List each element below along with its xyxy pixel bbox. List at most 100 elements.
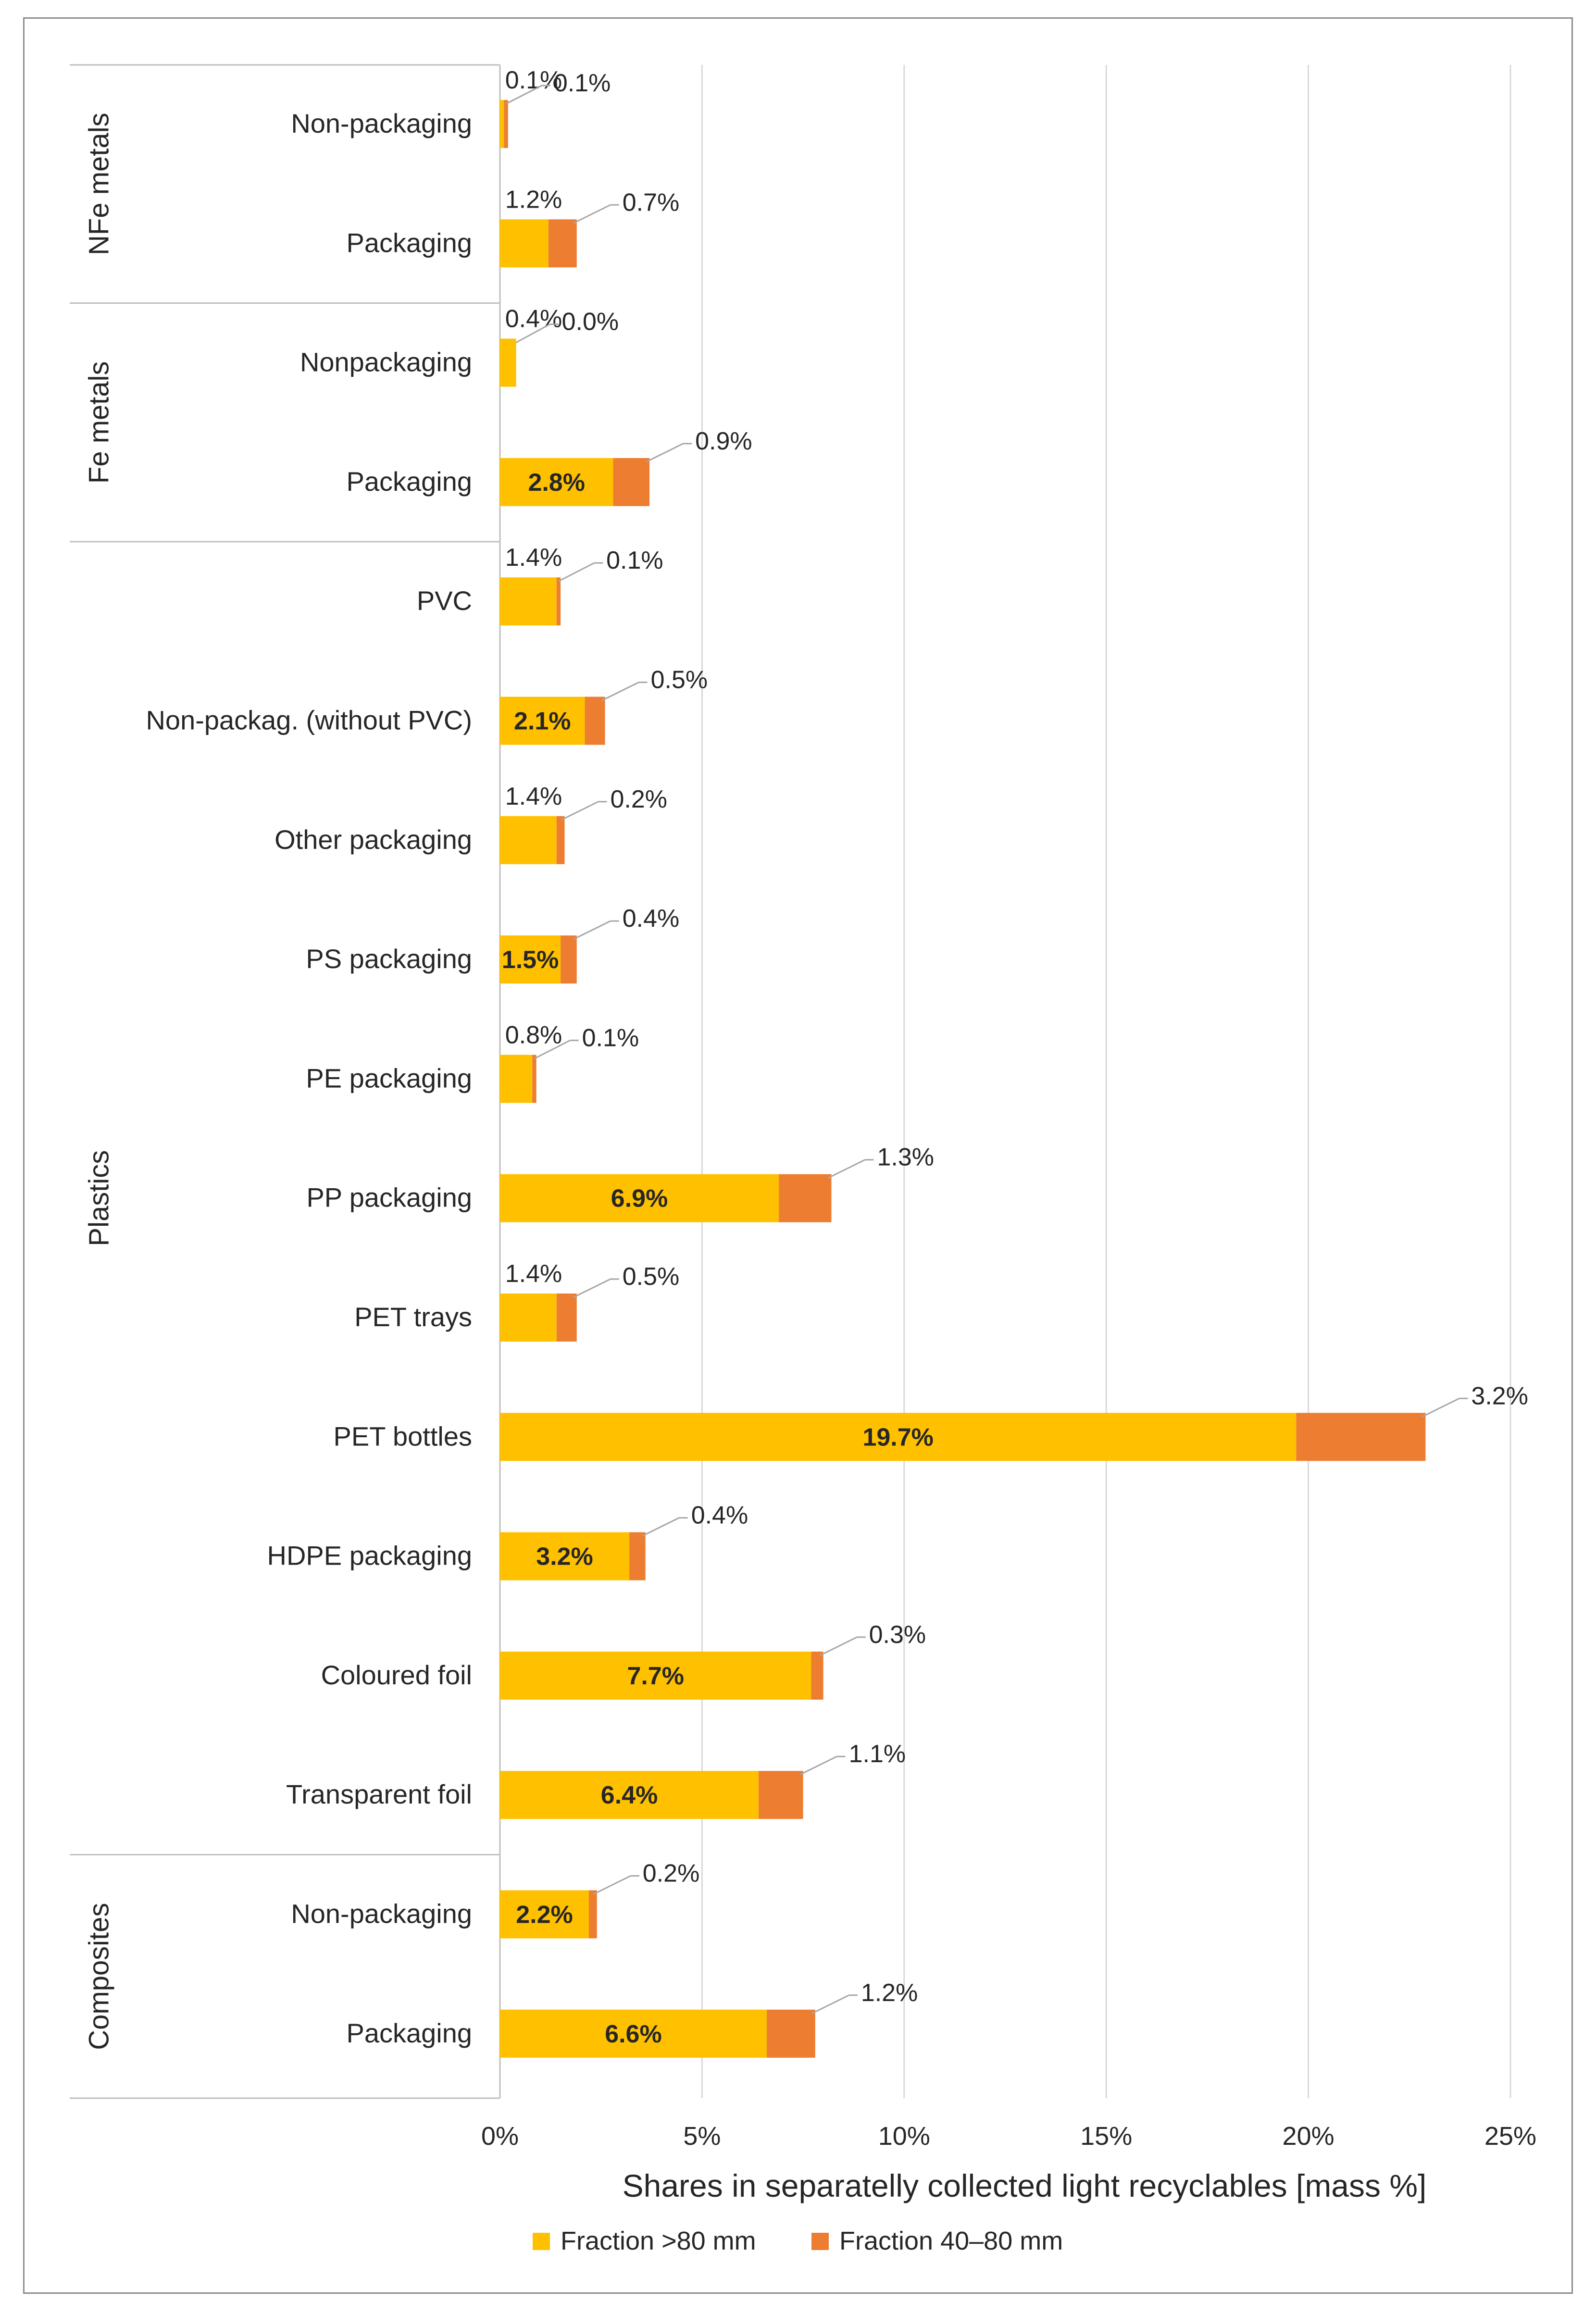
leader-line — [642, 1517, 680, 1537]
category-label: Non-packag. (without PVC) — [146, 705, 472, 735]
data-label-over-80mm: 3.2% — [536, 1543, 593, 1571]
x-tick-label: 5% — [683, 2122, 721, 2151]
data-label-40-80mm: 1.2% — [861, 1979, 918, 2007]
data-label-over-80mm: 6.9% — [611, 1185, 668, 1213]
bar-fraction-over-80mm — [500, 697, 585, 745]
category-label: HDPE packaging — [267, 1541, 472, 1571]
legend-label: Fraction >80 mm — [561, 2227, 756, 2255]
bar-fraction-over-80mm — [500, 1651, 811, 1700]
bar-fraction-40-80mm — [556, 816, 565, 864]
bar-fraction-40-80mm — [532, 1055, 536, 1103]
data-label-over-80mm: 1.2% — [505, 186, 562, 213]
data-label-40-80mm: 1.3% — [877, 1144, 934, 1171]
legend-swatch — [533, 2233, 550, 2250]
leader-line — [646, 443, 684, 463]
data-label-40-80mm: 0.9% — [695, 427, 752, 455]
bar-fraction-40-80mm — [556, 577, 561, 626]
group-label-fe-metals: Fe metals — [83, 361, 114, 484]
category-label: Packaging — [346, 466, 472, 497]
category-label: Transparent foil — [286, 1779, 472, 1809]
category-label: PE packaging — [306, 1063, 472, 1093]
data-label-over-80mm: 1.4% — [505, 544, 562, 572]
data-label-over-80mm: 0.4% — [505, 305, 562, 333]
bar-fraction-over-80mm — [500, 1532, 630, 1580]
bar-fraction-over-80mm — [500, 2009, 767, 2058]
x-tick-label: 20% — [1283, 2122, 1334, 2151]
bar-fraction-over-80mm — [500, 1174, 779, 1222]
bar-fraction-over-80mm — [500, 1890, 589, 1939]
bar-fraction-40-80mm — [1296, 1413, 1426, 1461]
data-label-over-80mm: 2.2% — [516, 1901, 573, 1929]
leader-line — [561, 801, 599, 821]
category-label: Packaging — [346, 2018, 472, 2048]
leader-line — [1421, 1397, 1460, 1418]
data-label-over-80mm: 2.1% — [514, 708, 571, 735]
data-label-over-80mm: 2.8% — [528, 469, 585, 497]
bar-fraction-over-80mm — [500, 1294, 557, 1342]
bar-fraction-40-80mm — [613, 458, 650, 506]
bar-fraction-40-80mm — [504, 100, 508, 148]
data-label-40-80mm: 0.2% — [611, 785, 668, 813]
bar-fraction-over-80mm — [500, 219, 549, 268]
data-label-over-80mm: 1.4% — [505, 1260, 562, 1288]
category-label: PS packaging — [306, 944, 472, 974]
data-label-over-80mm: 7.7% — [627, 1662, 684, 1690]
bar-fraction-over-80mm — [500, 577, 557, 626]
group-label-composites: Composites — [83, 1903, 114, 2050]
leader-line — [593, 1875, 631, 1895]
category-label: Non-packaging — [291, 108, 472, 138]
leader-line — [515, 323, 550, 343]
data-label-over-80mm: 1.4% — [505, 783, 562, 810]
leader-line — [573, 1278, 611, 1298]
leader-line — [601, 682, 639, 701]
category-label: Other packaging — [274, 824, 472, 855]
data-label-40-80mm: 0.1% — [582, 1024, 639, 1052]
data-label-40-80mm: 0.7% — [623, 188, 680, 216]
data-label-over-80mm: 6.4% — [601, 1781, 658, 1809]
x-axis-title: Shares in separatelly collected light re… — [623, 2168, 1427, 2203]
bar-fraction-40-80mm — [548, 219, 577, 268]
leader-line — [505, 85, 542, 105]
bar-fraction-over-80mm — [500, 1055, 533, 1103]
x-tick-label: 25% — [1484, 2122, 1536, 2151]
bar-fraction-40-80mm — [556, 1294, 577, 1342]
data-label-40-80mm: 0.2% — [643, 1860, 700, 1888]
data-label-40-80mm: 0.5% — [623, 1263, 680, 1291]
category-label: Nonpackaging — [300, 347, 472, 377]
legend-swatch — [811, 2233, 829, 2250]
category-label: PET bottles — [334, 1421, 472, 1451]
bar-fraction-over-80mm — [500, 935, 561, 984]
bar-fraction-over-80mm — [500, 816, 557, 864]
bar-fraction-40-80mm — [629, 1532, 646, 1580]
leader-line — [534, 1040, 571, 1059]
bar-fraction-40-80mm — [766, 2009, 815, 2058]
data-label-40-80mm: 0.1% — [606, 547, 663, 574]
x-tick-label: 0% — [481, 2122, 519, 2151]
bar-fraction-40-80mm — [779, 1174, 832, 1222]
bar-fraction-over-80mm — [500, 458, 613, 506]
data-label-40-80mm: 0.4% — [691, 1502, 748, 1530]
bar-fraction-over-80mm — [500, 100, 504, 148]
data-label-40-80mm: 0.1% — [554, 69, 611, 97]
data-label-over-80mm: 19.7% — [862, 1423, 933, 1451]
bar-fraction-over-80mm — [500, 1771, 759, 1819]
group-label-plastics: Plastics — [83, 1150, 114, 1246]
bar-fraction-40-80mm — [561, 935, 577, 984]
bar-fraction-40-80mm — [759, 1771, 803, 1819]
category-label: PP packaging — [306, 1182, 472, 1213]
data-label-over-80mm: 0.8% — [505, 1021, 562, 1049]
data-label-40-80mm: 0.5% — [651, 666, 708, 694]
bar-fraction-40-80mm — [811, 1651, 823, 1700]
x-tick-label: 10% — [878, 2122, 930, 2151]
leader-line — [558, 562, 595, 582]
leader-line — [573, 920, 611, 940]
data-label-over-80mm: 6.6% — [605, 2020, 662, 2048]
category-label: Non-packaging — [291, 1899, 472, 1929]
data-label-40-80mm: 0.4% — [623, 905, 680, 933]
group-label-nfe-metals: NFe metals — [83, 112, 114, 255]
data-label-40-80mm: 0.3% — [869, 1621, 926, 1649]
x-tick-label: 15% — [1080, 2122, 1132, 2151]
data-label-40-80mm: 3.2% — [1471, 1382, 1528, 1410]
data-label-40-80mm: 1.1% — [849, 1740, 906, 1768]
